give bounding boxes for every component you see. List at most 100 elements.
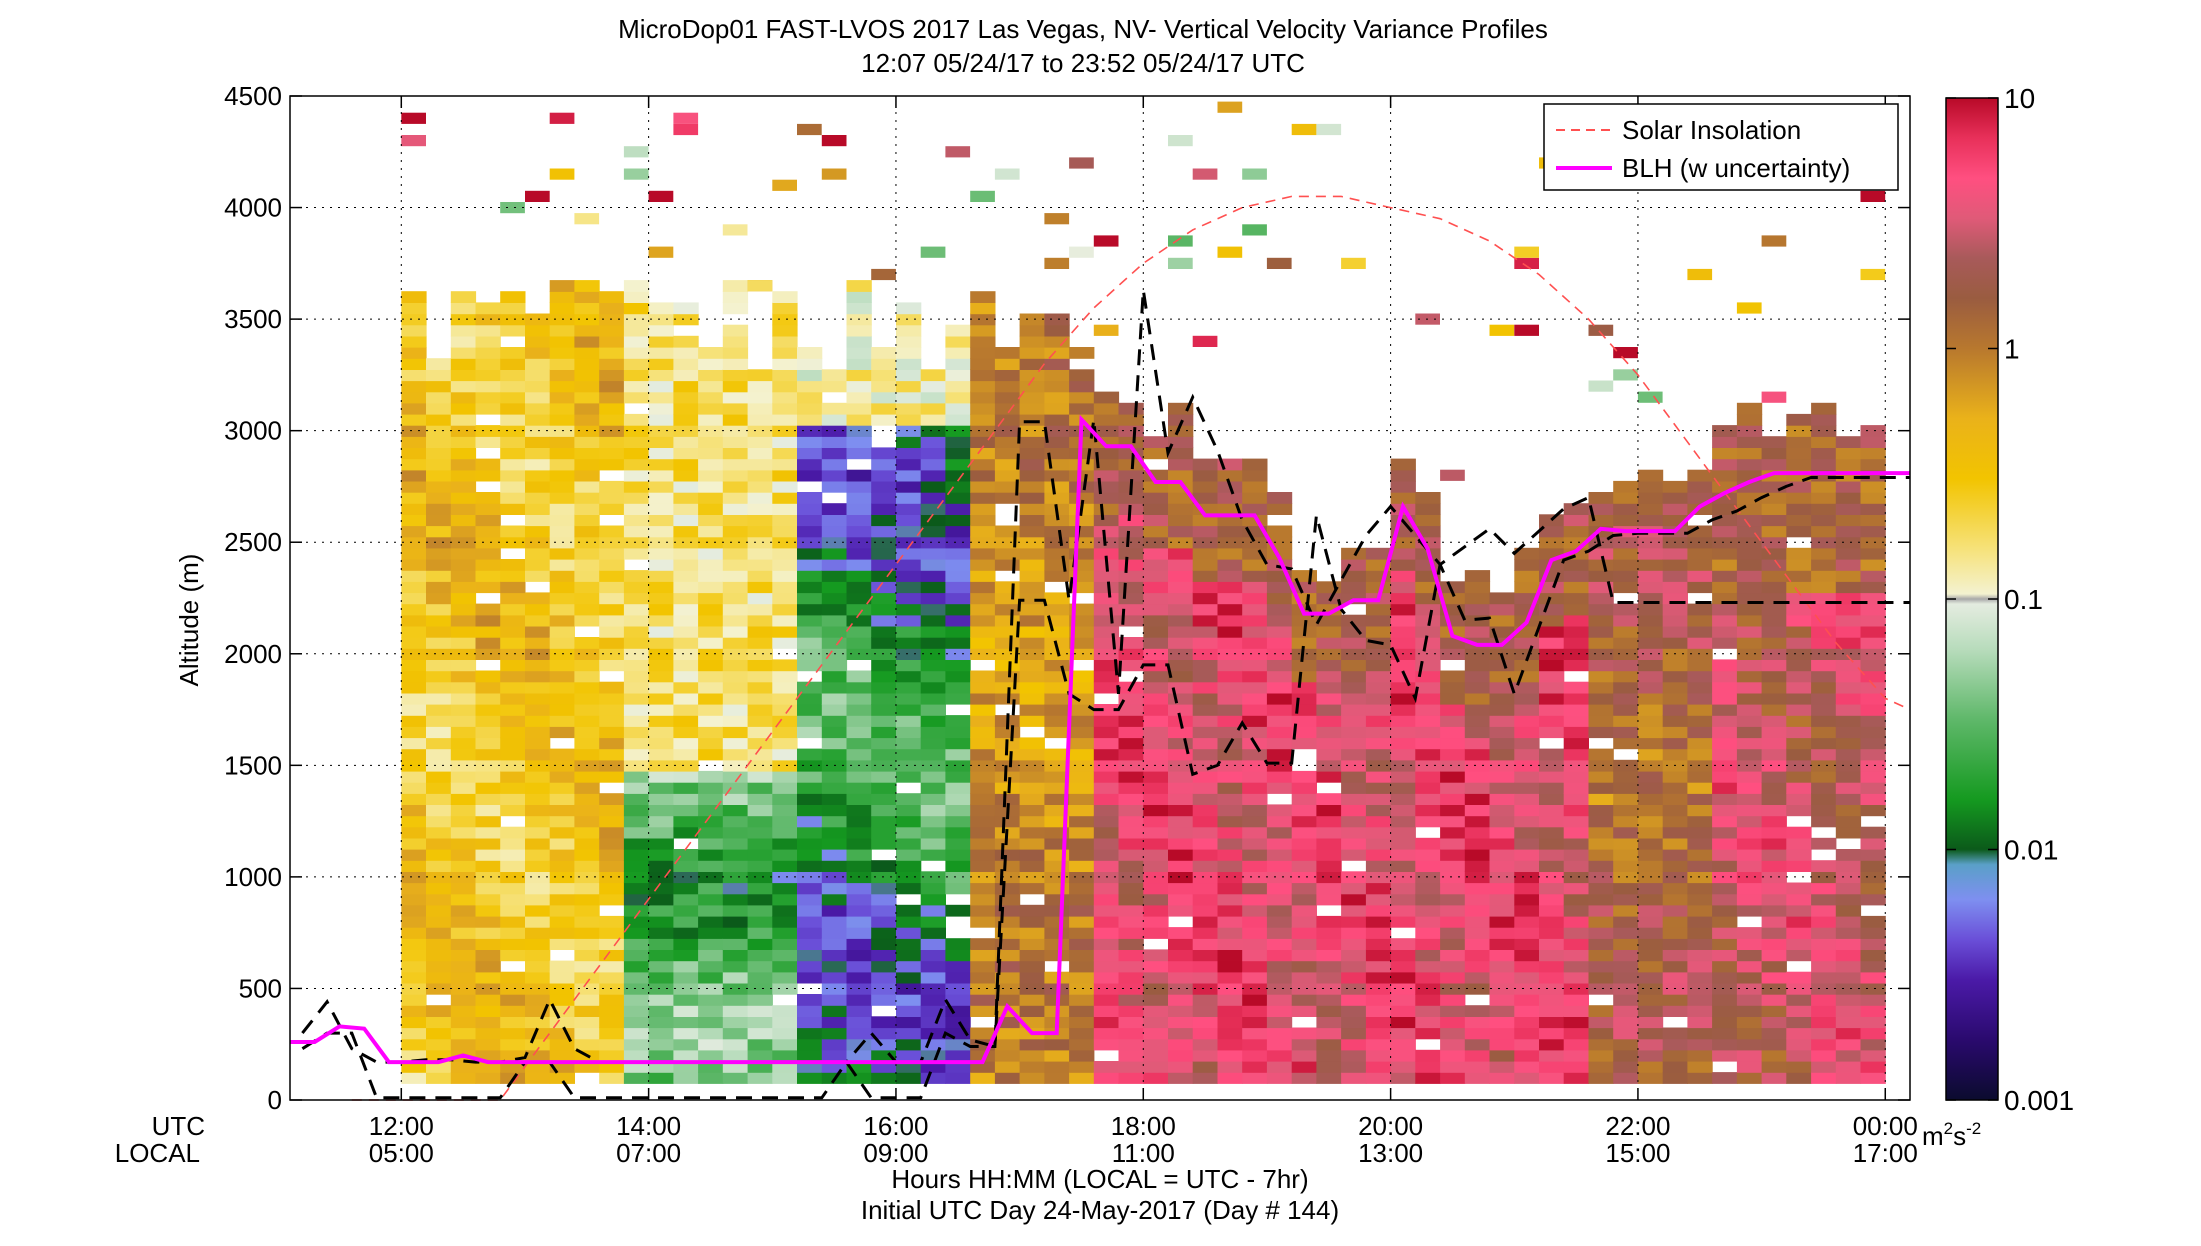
heatmap-cell <box>945 146 971 158</box>
heatmap-cell <box>1786 503 1812 515</box>
heatmap-cell <box>1786 492 1812 504</box>
heatmap-cell <box>1192 826 1218 839</box>
heatmap-cell <box>1588 614 1614 627</box>
heatmap-cell <box>797 871 823 884</box>
x-axis-label-line1: Hours HH:MM (LOCAL = UTC - 7hr) <box>891 1164 1308 1194</box>
heatmap-cell <box>1811 1038 1837 1051</box>
heatmap-cell <box>1464 726 1491 739</box>
heatmap-cell <box>426 637 452 649</box>
heatmap-cell <box>525 514 551 527</box>
heatmap-cell <box>1192 469 1218 482</box>
heatmap-cell <box>1217 614 1243 627</box>
heatmap-cell <box>1168 759 1194 772</box>
heatmap-cell <box>599 960 625 973</box>
heatmap-cell <box>797 380 823 393</box>
heatmap-cell <box>549 447 575 460</box>
heatmap-cell <box>846 994 872 1006</box>
heatmap-cell <box>994 603 1021 616</box>
heatmap-cell <box>1341 704 1367 716</box>
heatmap-cell <box>698 369 724 382</box>
heatmap-cell <box>1440 849 1466 861</box>
heatmap-cell <box>1192 659 1218 672</box>
heatmap-cell <box>920 748 946 761</box>
heatmap-cell <box>1835 659 1862 672</box>
heatmap-cell <box>401 492 427 504</box>
heatmap-cell <box>1786 782 1812 794</box>
heatmap-cell <box>698 1005 724 1017</box>
heatmap-cell <box>1217 804 1243 817</box>
heatmap-cell <box>871 369 897 382</box>
heatmap-cell <box>1440 592 1466 605</box>
heatmap-cell <box>1613 782 1639 794</box>
heatmap-cell <box>1168 804 1194 817</box>
heatmap-cell <box>648 759 674 772</box>
colorbar-tick-label: 1 <box>2004 334 2020 365</box>
heatmap-cell <box>1761 770 1787 783</box>
heatmap-cell <box>549 168 575 180</box>
heatmap-cell <box>475 904 501 917</box>
heatmap-cell <box>426 380 452 393</box>
heatmap-cell <box>1316 123 1342 136</box>
heatmap-cell <box>1168 815 1194 828</box>
heatmap-cell <box>1687 826 1713 839</box>
heatmap-cell <box>821 514 848 527</box>
heatmap-cell <box>1662 994 1688 1006</box>
heatmap-cell <box>574 659 600 672</box>
heatmap-cell <box>1811 882 1837 895</box>
heatmap-cell <box>772 324 798 337</box>
heatmap-cell <box>525 1049 551 1062</box>
heatmap-cell <box>1712 1027 1738 1040</box>
heatmap-cell <box>722 559 749 571</box>
heatmap-cell <box>426 402 452 415</box>
heatmap-cell <box>1613 826 1639 839</box>
heatmap-cell <box>673 982 699 995</box>
heatmap-cell <box>698 782 724 794</box>
heatmap-cell <box>1044 536 1070 549</box>
heatmap-cell <box>599 659 625 672</box>
heatmap-cell <box>1662 815 1688 828</box>
heatmap-cell <box>1341 637 1367 649</box>
heatmap-cell <box>1143 904 1169 917</box>
heatmap-cell <box>1588 927 1614 939</box>
heatmap-cell <box>525 648 551 660</box>
heatmap-cell <box>1019 358 1045 370</box>
heatmap-cell <box>648 971 674 984</box>
heatmap-cell <box>1835 849 1862 861</box>
heatmap-cell <box>450 893 477 906</box>
heatmap-cell <box>896 949 922 962</box>
heatmap-cell <box>1712 536 1738 549</box>
heatmap-cell <box>1341 625 1367 638</box>
heatmap-cell <box>871 971 897 984</box>
heatmap-cell <box>1761 704 1787 716</box>
heatmap-cell <box>1415 625 1441 638</box>
heatmap-cell <box>1563 949 1589 962</box>
heatmap-cell <box>1736 782 1763 794</box>
heatmap-cell <box>1712 458 1738 471</box>
heatmap-cell <box>599 592 625 605</box>
heatmap-cell <box>1044 692 1070 705</box>
heatmap-cell <box>1440 982 1466 995</box>
heatmap-cell <box>450 514 477 527</box>
heatmap-cell <box>1712 581 1738 594</box>
heatmap-cell <box>970 458 996 471</box>
heatmap-cell <box>426 804 452 817</box>
heatmap-cell <box>1069 715 1095 727</box>
heatmap-cell <box>426 503 452 515</box>
heatmap-cell <box>1217 871 1243 884</box>
heatmap-cell <box>1044 770 1070 783</box>
heatmap-cell <box>1712 748 1738 761</box>
heatmap-cell <box>1687 927 1713 939</box>
heatmap-cell <box>549 492 575 504</box>
heatmap-cell <box>1341 871 1367 884</box>
heatmap-cell <box>1563 1072 1589 1084</box>
heatmap-cell <box>821 436 848 448</box>
heatmap-cell <box>623 681 650 694</box>
heatmap-cell <box>525 603 551 616</box>
heatmap-cell <box>1291 704 1317 716</box>
heatmap-cell <box>1440 770 1466 783</box>
heatmap-cell <box>747 492 773 504</box>
heatmap-cell <box>722 1061 749 1073</box>
heatmap-cell <box>1242 469 1268 482</box>
heatmap-cell <box>1341 570 1367 582</box>
heatmap-cell <box>698 938 724 950</box>
